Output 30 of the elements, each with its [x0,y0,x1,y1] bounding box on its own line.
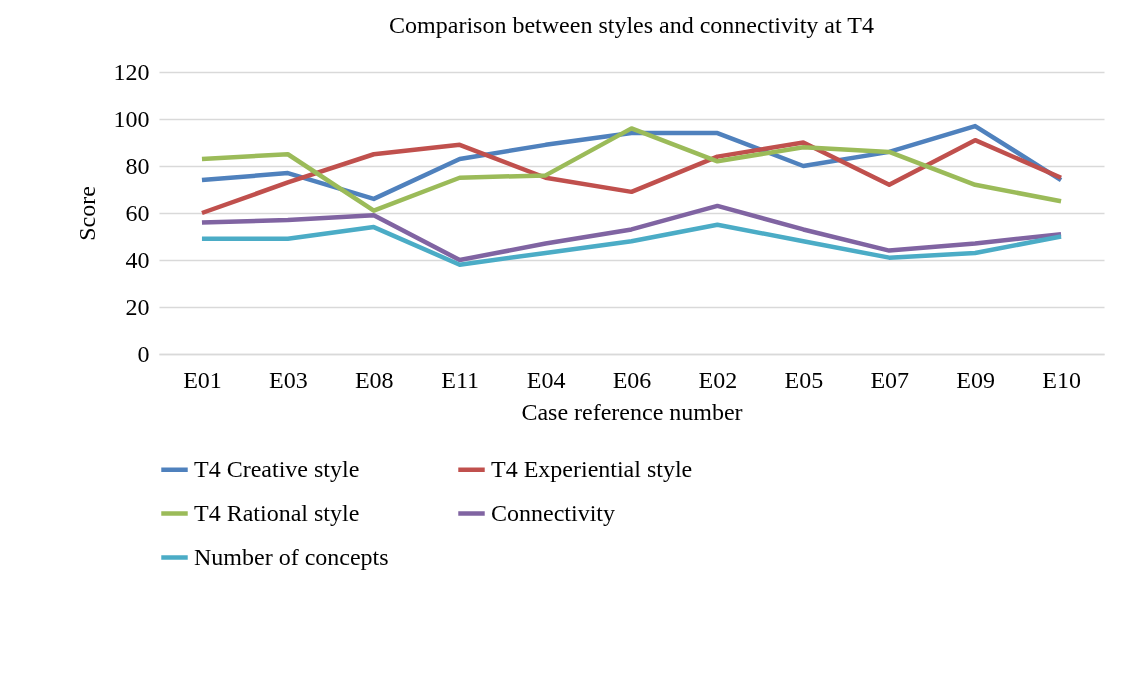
y-axis-title: Score [73,186,100,241]
legend-label: T4 Experiential style [491,455,693,482]
y-tick-label: 100 [113,105,150,132]
x-tick-label: E11 [441,366,480,393]
x-tick-label: E07 [870,366,910,393]
y-tick-label: 20 [125,293,150,320]
x-tick-label: E04 [526,366,566,393]
legend-label: T4 Creative style [194,455,360,482]
x-tick-label: E03 [269,366,308,393]
line-series [199,222,1064,267]
x-tick-label: E08 [354,366,394,393]
legend-label: T4 Rational style [194,499,360,526]
x-tick-label: E05 [784,366,824,393]
legend-label: Number of concepts [194,543,389,570]
line-series [199,137,1064,216]
legend-label: Connectivity [491,499,615,526]
y-tick-label: 0 [137,340,150,367]
x-tick-label: E06 [612,366,652,393]
line-series [199,203,1064,263]
y-tick-label: 80 [125,152,150,179]
x-tick-label: E09 [956,366,995,393]
y-tick-label: 40 [125,246,150,273]
x-tick-label: E02 [698,366,738,393]
y-tick-label: 120 [113,58,150,85]
x-axis-title: Case reference number [521,398,743,425]
chart-title: Comparison between styles and connectivity at T4 [389,12,874,38]
x-tick-label: E01 [183,366,222,393]
line-series [199,126,1064,213]
x-tick-label: E10 [1042,366,1081,393]
y-tick-label: 60 [125,199,150,226]
